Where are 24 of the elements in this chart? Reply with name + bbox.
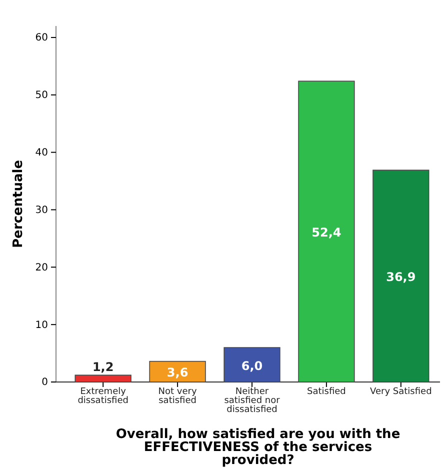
data-label: 1,2 bbox=[92, 360, 114, 374]
bar bbox=[224, 347, 280, 382]
data-label: 3,6 bbox=[166, 366, 188, 380]
bar bbox=[372, 170, 430, 382]
y-tick-label: 0 bbox=[42, 377, 48, 388]
x-tick-label: Not very satisfied bbox=[158, 387, 198, 406]
y-tick-label: 60 bbox=[35, 32, 48, 44]
x-tick-label: Satisfied bbox=[307, 387, 346, 397]
y-tick-label: 20 bbox=[35, 262, 48, 274]
data-label: 6,0 bbox=[241, 358, 263, 373]
y-tick-label: 30 bbox=[35, 204, 48, 216]
bar bbox=[74, 374, 132, 382]
data-label: 36,9 bbox=[386, 270, 416, 284]
x-tick-label: Extremely dissatisfied bbox=[78, 387, 128, 406]
y-axis-title: Percentuale bbox=[11, 160, 26, 248]
x-tick-label: Very Satisfied bbox=[370, 387, 432, 397]
y-tick-label: 50 bbox=[35, 90, 48, 102]
y-tick-label: 40 bbox=[35, 148, 48, 159]
bar bbox=[149, 360, 206, 382]
data-label: 52,4 bbox=[312, 226, 342, 240]
bar bbox=[298, 80, 355, 382]
y-tick-label: 10 bbox=[35, 320, 48, 331]
x-axis-title: Overall, how satisfied are you with the EFFECTIVENESS of the services provided? bbox=[116, 427, 400, 468]
x-tick-label: Neither satisfied nor dissatisfied bbox=[224, 387, 280, 415]
